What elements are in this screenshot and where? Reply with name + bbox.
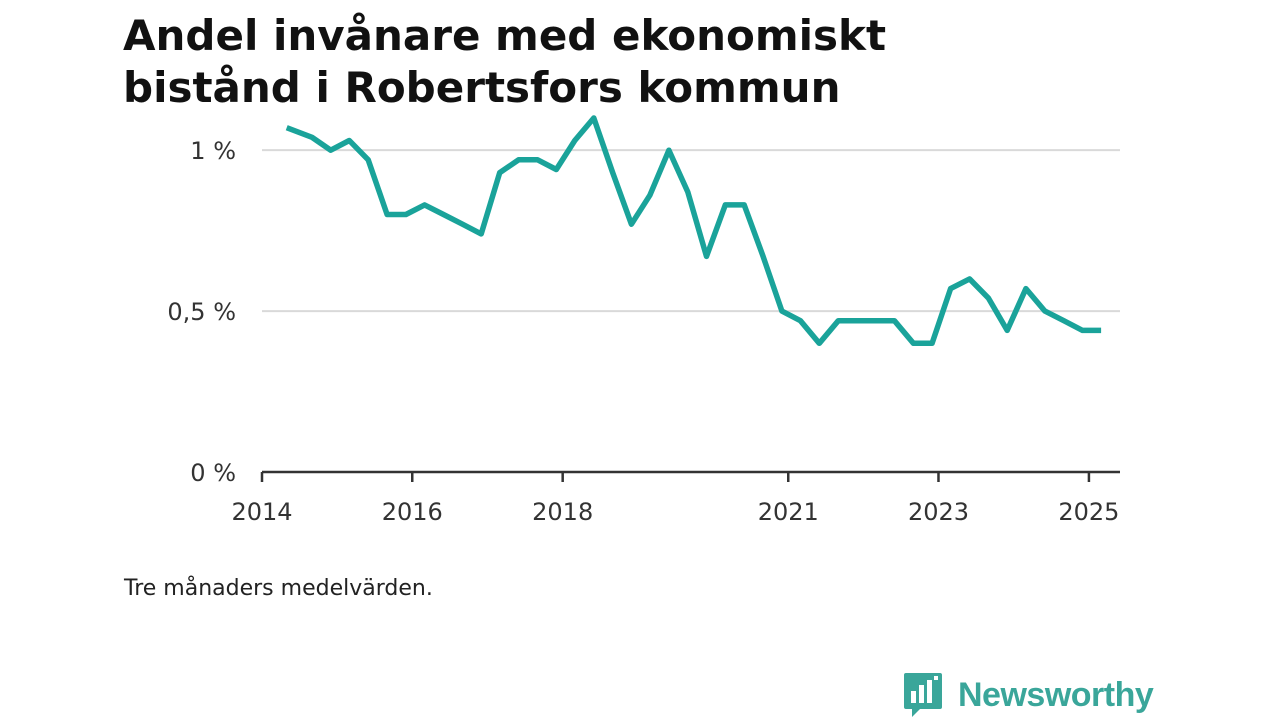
bar-chart-speech-bubble-icon: [904, 673, 942, 717]
x-tick-label: 2014: [231, 498, 292, 526]
brand-logo: Newsworthy: [902, 670, 1154, 720]
chart-title-line-2: bistånd i Robertsfors kommun: [123, 63, 841, 112]
line-chart: 2014 2016 2018 2021 2023 2025 0 % 0,5 % 1 %: [167, 115, 1120, 526]
y-tick-label: 0,5 %: [167, 298, 236, 326]
x-tick-label: 2018: [532, 498, 593, 526]
x-tick-label: 2025: [1058, 498, 1119, 526]
y-tick-label: 0 %: [190, 459, 236, 487]
grid-lines: [262, 149, 1120, 313]
y-tick-label: 1 %: [190, 137, 236, 165]
x-tick-label: 2016: [382, 498, 443, 526]
x-tick-label: 2023: [908, 498, 969, 526]
x-tick-label: 2021: [758, 498, 819, 526]
chart-title: Andel invånare med ekonomiskt bistånd i …: [123, 10, 1023, 114]
series-line: [285, 115, 1102, 347]
brand-name: Newsworthy: [958, 675, 1154, 714]
chart-title-line-1: Andel invånare med ekonomiskt: [123, 11, 887, 60]
footnote: Tre månaders medelvärden.: [124, 576, 433, 601]
series-layer: [285, 115, 1102, 347]
x-axis: 2014 2016 2018 2021 2023 2025: [231, 470, 1120, 526]
y-axis-labels: 0 % 0,5 % 1 %: [167, 137, 236, 487]
